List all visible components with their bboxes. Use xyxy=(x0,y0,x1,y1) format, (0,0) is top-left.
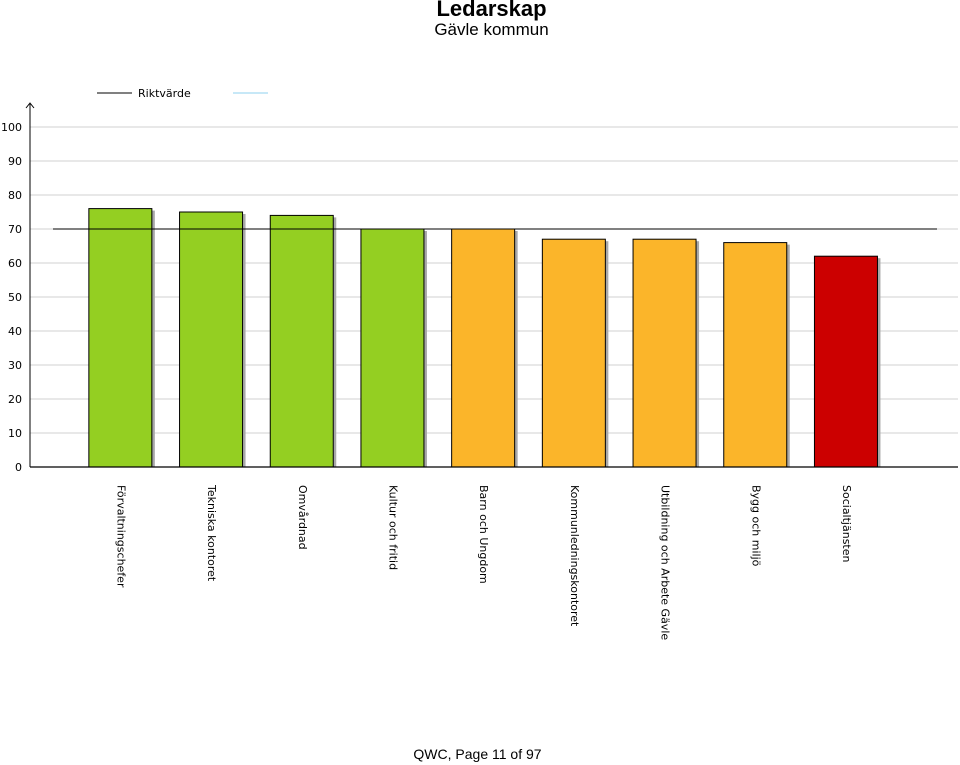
bar xyxy=(451,228,516,468)
x-tick-label: Kommunledningskontoret xyxy=(568,485,581,627)
y-tick-label: 100 xyxy=(1,121,22,134)
x-tick-label: Utbildning och Arbete Gävle xyxy=(659,485,672,640)
y-tick-label: 50 xyxy=(8,291,22,304)
legend-label-riktvarde: Riktvärde xyxy=(138,87,191,100)
chart-title: Ledarskap xyxy=(436,0,547,21)
y-tick-label: 80 xyxy=(8,189,22,202)
bar xyxy=(360,228,425,468)
x-tick-label: Barn och Ungdom xyxy=(477,485,490,584)
bar xyxy=(179,211,244,468)
chart-subtitle: Gävle kommun xyxy=(434,20,549,39)
bar xyxy=(88,208,153,468)
x-tick-label: Kultur och fritid xyxy=(386,485,399,570)
x-tick-label: Förvaltningschefer xyxy=(114,485,127,588)
bar xyxy=(632,238,697,468)
bar xyxy=(541,238,606,468)
y-tick-label: 20 xyxy=(8,393,22,406)
y-tick-label: 40 xyxy=(8,325,22,338)
bar xyxy=(269,214,334,468)
y-axis-arrow xyxy=(25,102,35,109)
page-footer: QWC, Page 11 of 97 xyxy=(413,746,542,762)
bar xyxy=(813,255,878,468)
x-tick-label: Socialtjänsten xyxy=(840,485,853,563)
x-tick-label: Bygg och miljö xyxy=(749,485,762,567)
x-tick-label: Omvårdnad xyxy=(296,485,309,550)
y-tick-label: 10 xyxy=(8,427,22,440)
bar xyxy=(723,242,788,468)
y-tick-label: 90 xyxy=(8,155,22,168)
y-tick-label: 0 xyxy=(15,461,22,474)
y-tick-label: 30 xyxy=(8,359,22,372)
y-tick-label: 60 xyxy=(8,257,22,270)
y-tick-label: 70 xyxy=(8,223,22,236)
x-tick-label: Tekniska kontoret xyxy=(205,484,218,582)
